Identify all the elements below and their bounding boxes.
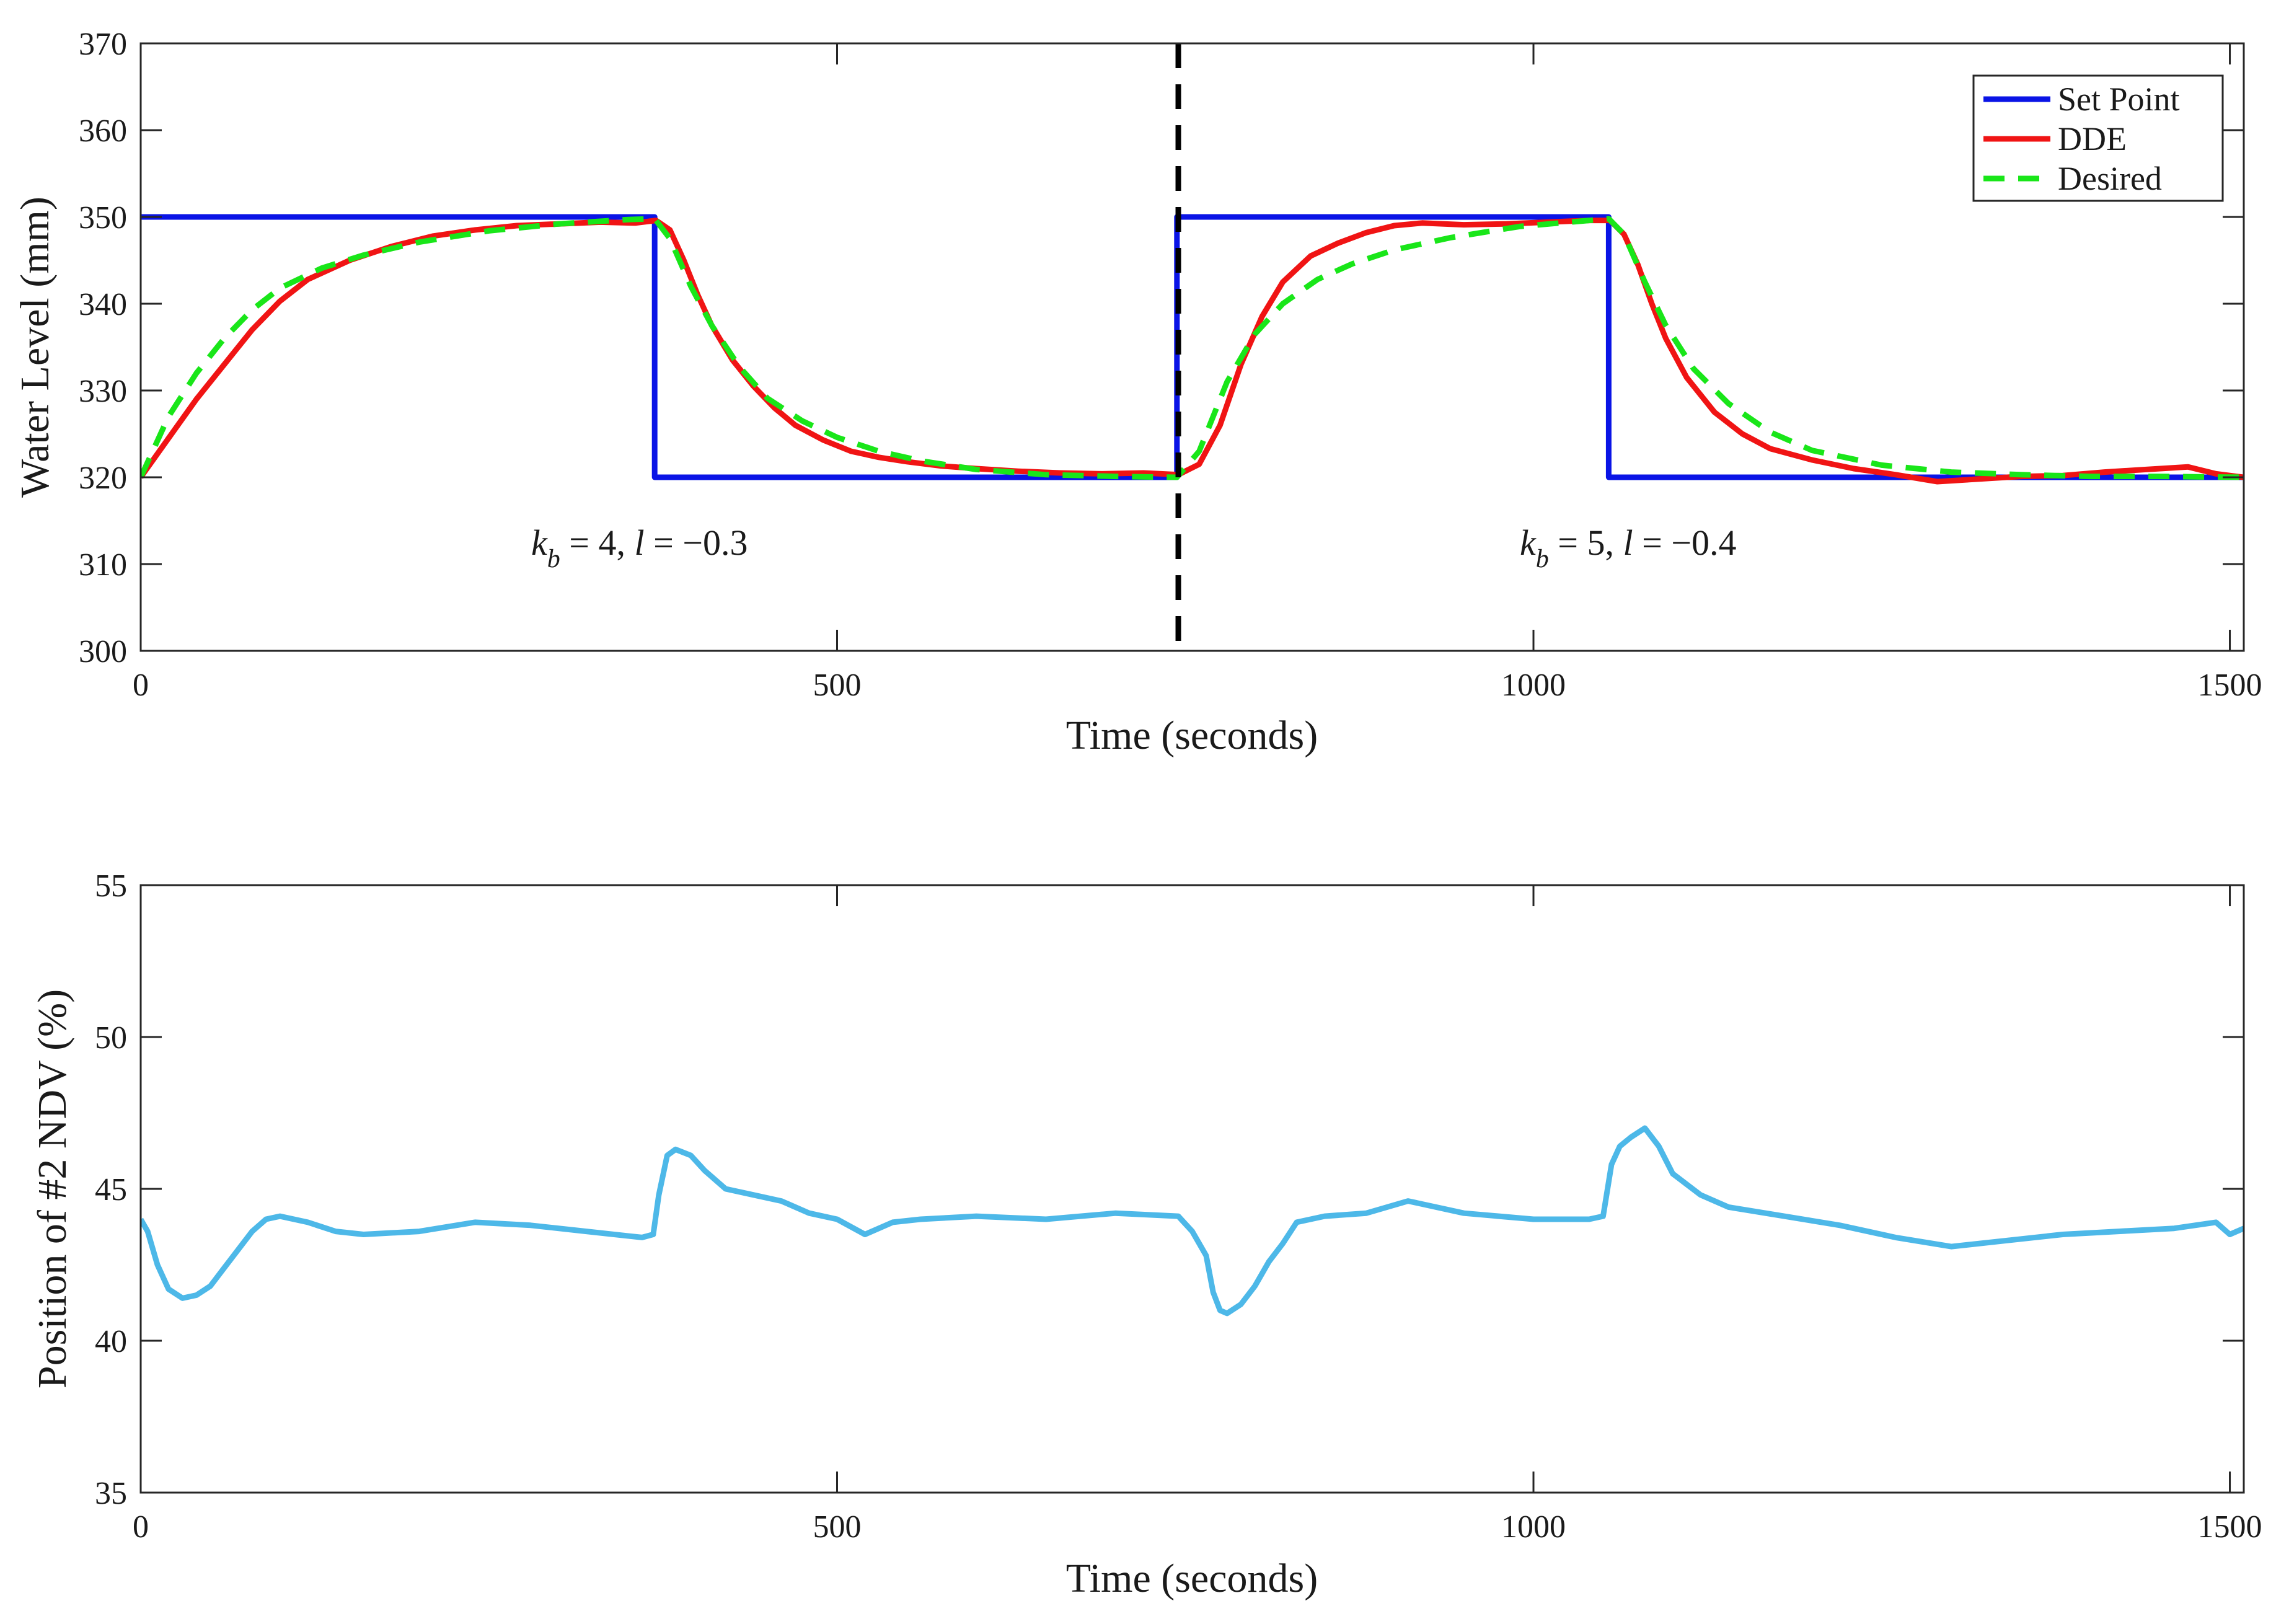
- water-level-chart: 300 310 320 330 340 350 360 370 0 500 1000 1500 Ti…: [12, 27, 2262, 758]
- y-tick-label: 45: [95, 1172, 127, 1207]
- y-tick-label: 350: [79, 200, 127, 236]
- water-level-x-ticks: 0 500 1000 1500: [133, 43, 2262, 703]
- annotation-right: kb = 5, l = −0.4: [1520, 523, 1737, 573]
- y-tick-label: 40: [95, 1324, 127, 1359]
- annotation-left-value: = −0.3: [645, 523, 748, 563]
- legend-label-set-point: Set Point: [2058, 81, 2180, 118]
- water-level-y-label: Water Level (mm): [12, 196, 58, 498]
- dde-line: [141, 218, 2244, 485]
- x-tick-label: 0: [133, 668, 149, 703]
- x-tick-label: 1500: [2198, 668, 2262, 703]
- y-tick-label: 370: [79, 27, 127, 62]
- annotation-left-k: k: [531, 523, 548, 563]
- ndv-position-x-label: Time (seconds): [1066, 1556, 1318, 1601]
- y-tick-label: 55: [95, 868, 127, 904]
- annotation-right-sub: b: [1536, 545, 1549, 573]
- x-tick-label: 500: [813, 668, 862, 703]
- legend-label-dde: DDE: [2058, 120, 2127, 157]
- legend: Set Point DDE Desired: [1972, 74, 2224, 202]
- x-tick-label: 1000: [1501, 668, 1566, 703]
- annotation-left: kb = 4, l = −0.3: [531, 523, 748, 573]
- ndv-position-chart: 35 40 45 50 55 0 500 1000 1500 Time (seconds) P…: [30, 868, 2262, 1601]
- ndv-position-series: [141, 1125, 2244, 1317]
- x-tick-label: 1000: [1501, 1509, 1566, 1545]
- water-level-y-ticks: 300 310 320 330 340 350 360 370: [79, 27, 2244, 669]
- y-tick-label: 330: [79, 374, 127, 409]
- water-level-plot-frame: [139, 42, 2245, 652]
- y-tick-label: 320: [79, 461, 127, 496]
- legend-label-desired: Desired: [2058, 160, 2162, 197]
- y-tick-label: 310: [79, 547, 127, 583]
- set-point-line: [141, 214, 2244, 480]
- ndv-position-line: [141, 1125, 2244, 1317]
- y-tick-label: 35: [95, 1476, 127, 1511]
- annotation-right-eq: = 5,: [1549, 523, 1623, 563]
- annotation-right-k: k: [1520, 523, 1537, 563]
- water-level-x-label: Time (seconds): [1066, 713, 1318, 758]
- x-tick-label: 500: [813, 1509, 862, 1545]
- y-tick-label: 340: [79, 287, 127, 322]
- annotation-right-value: = −0.4: [1633, 523, 1737, 563]
- ndv-position-y-ticks: 35 40 45 50 55: [95, 868, 2244, 1511]
- ndv-position-y-label: Position of #2 NDV (%): [30, 989, 75, 1388]
- ndv-position-x-ticks: 0 500 1000 1500: [133, 885, 2262, 1545]
- annotation-right-l: l: [1623, 523, 1633, 563]
- annotation-left-eq: = 4,: [560, 523, 635, 563]
- water-level-series: [141, 214, 2244, 485]
- desired-line: [141, 216, 2244, 480]
- x-tick-label: 0: [133, 1509, 149, 1545]
- y-tick-label: 360: [79, 113, 127, 149]
- annotation-left-l: l: [634, 523, 644, 563]
- annotation-left-sub: b: [547, 545, 560, 573]
- x-tick-label: 1500: [2198, 1509, 2262, 1545]
- y-tick-label: 50: [95, 1020, 127, 1056]
- ndv-position-plot-frame: [139, 884, 2245, 1494]
- y-tick-label: 300: [79, 634, 127, 669]
